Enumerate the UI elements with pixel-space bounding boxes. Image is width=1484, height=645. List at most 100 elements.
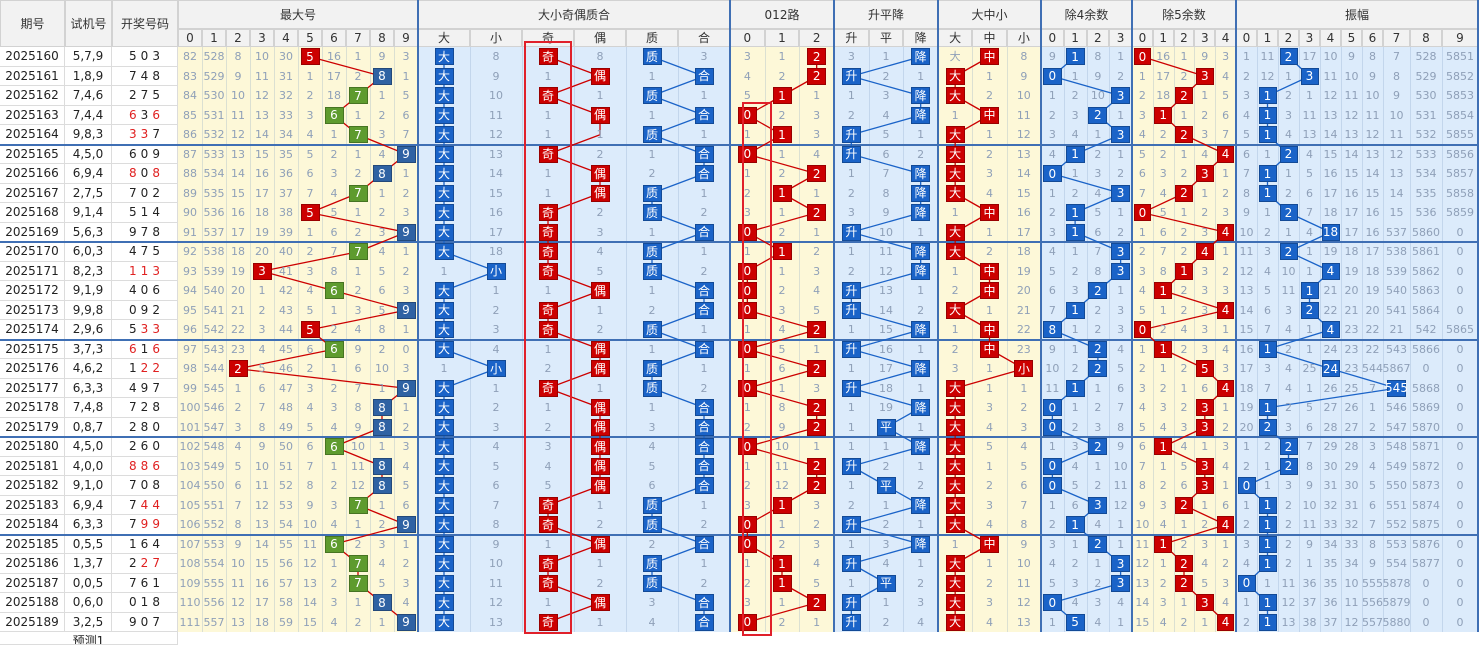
max-cell: 10 [375,362,389,376]
bs-cell: 2 [492,303,500,317]
draw-digit: 5 [129,49,137,64]
amp-cell: 1 [1243,440,1250,454]
max-cell: 537 [203,225,225,239]
max-cell: 16 [255,167,269,181]
draw-digit: 1 [140,595,149,610]
amp-cell: 27 [1344,420,1359,434]
m4-cell: 2 [1088,340,1108,358]
bs-cell: 质 [642,184,662,202]
amp-cell: 1 [1300,282,1319,300]
r3-cell: 3 [813,264,821,278]
m5-cell: 2 [1180,537,1188,551]
trial-number-cell: 1,3,7 [65,554,112,574]
max-cell: 3 [330,401,338,415]
bs-cell: 大 [434,106,454,124]
max-cell: 105 [179,498,201,512]
amp-cell: 25 [1302,362,1317,376]
draw-digit: 6 [152,283,160,298]
amp-cell: 8 [1393,69,1400,83]
draw-digit: 2 [129,88,137,103]
bs-cell: 大 [434,301,454,319]
m4-cell: 3 [1094,596,1102,610]
amp-cell: 1 [1285,69,1292,83]
max-cell: 542 [203,323,225,337]
draw-digit: 8 [152,478,160,493]
bs-cell: 合 [694,477,714,495]
bs-cell: 5 [544,479,552,493]
amp-cell: 1 [1264,147,1271,161]
amp-cell: 542 [1415,323,1437,337]
amp-cell: 34 [1323,537,1338,551]
amp-cell: 1 [1264,459,1271,473]
size3-cell: 6 [1020,479,1028,493]
bs-cell: 1 [596,381,604,395]
m4-cell: 2 [1094,147,1102,161]
m4-cell: 2 [1071,264,1079,278]
amp-cell: 9 [1369,69,1376,83]
amp-cell: 536 [1415,206,1437,220]
trend-cell: 19 [878,401,893,415]
max-cell: 7 [348,87,368,105]
max-cell: 55 [279,537,293,551]
trend-line [1142,212,1226,233]
bs-cell: 17 [489,225,503,239]
max-cell: 83 [183,69,197,83]
trend-cell: 降 [911,262,931,280]
size3-cell: 大 [945,145,965,163]
draw-digit: 6 [152,458,160,473]
sub-header-bs-1: 小 [470,29,522,47]
max-cell: 1 [330,303,338,317]
amp-cell: 541 [1386,303,1407,317]
amp-cell: 0 [1456,518,1464,532]
max-cell: 18 [255,206,269,220]
m5-cell: 1 [1159,362,1167,376]
amp-cell: 2 [1264,225,1271,239]
sub-header-m4-1: 1 [1063,29,1087,47]
m5-cell: 3 [1222,440,1230,454]
bs-cell: 1 [648,401,656,415]
max-cell: 3 [378,128,386,142]
sub-header-max-3: 3 [250,29,274,47]
trend-line [851,524,921,545]
max-cell: 2 [354,284,362,298]
bs-cell: 合 [694,535,714,553]
max-cell: 98 [183,362,197,376]
bs-cell: 1 [648,69,656,83]
bs-cell: 1 [544,128,552,142]
row-separator [0,143,1478,146]
trend-cell: 5 [882,128,890,142]
size3-cell: 中 [980,262,999,280]
sub-header-amp-7: 7 [1383,29,1410,47]
bs-cell: 5 [492,459,500,473]
max-cell: 13 [255,108,269,122]
m5-cell: 1 [1180,381,1188,395]
amp-cell: 19 [1239,401,1254,415]
m5-cell: 5 [1195,360,1214,378]
bs-cell: 10 [489,557,503,571]
amp-cell: 554 [1386,557,1407,571]
trend-cell: 1 [882,498,890,512]
max-cell: 4 [234,440,242,454]
max-cell: 20 [231,284,245,298]
bs-cell: 16 [489,206,503,220]
max-cell: 2 [354,69,362,83]
trial-number-cell: 3,7,3 [65,339,112,359]
max-cell: 12 [255,89,269,103]
amp-cell: 4 [1306,225,1313,239]
trend-cell: 2 [917,576,925,590]
max-cell: 59 [279,615,293,629]
amp-cell: 2 [1369,420,1376,434]
m5-cell: 3 [1201,128,1209,142]
r3-cell: 11 [774,459,789,473]
sub-header-size3-1: 中 [972,29,1007,47]
max-cell: 104 [179,479,201,493]
m5-cell: 3 [1222,362,1230,376]
m5-cell: 4 [1216,223,1235,241]
bs-cell: 偶 [590,438,610,456]
m5-cell: 1 [1201,89,1209,103]
amp-cell: 0 [1456,342,1464,356]
m4-cell: 1 [1117,518,1125,532]
bs-cell: 1 [544,401,552,415]
group-header-bs: 大小奇偶质合 [418,0,730,29]
trend-line [851,309,921,331]
